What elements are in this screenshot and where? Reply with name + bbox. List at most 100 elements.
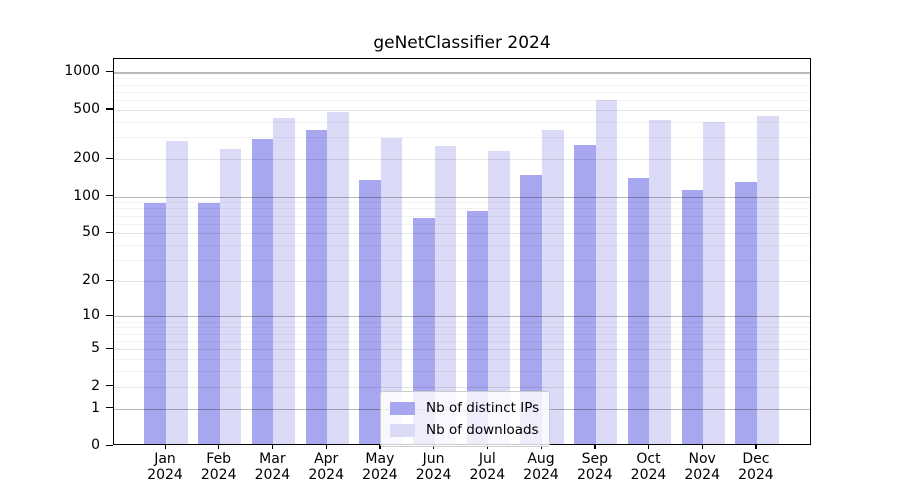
bar-distinct-ips-oct xyxy=(627,177,650,444)
y-tick-mark-2 xyxy=(106,385,113,387)
minor-gridline-7 xyxy=(114,333,810,335)
x-tick-label-line: Apr xyxy=(314,451,339,467)
x-tick-mark-mar xyxy=(271,444,274,449)
x-tick-mark-feb xyxy=(218,444,220,449)
gridline-10 xyxy=(114,316,810,318)
bar-downloads-may xyxy=(380,138,403,444)
bar-downloads-feb xyxy=(219,148,242,444)
legend-item-downloads: Nb of downloads xyxy=(390,419,539,441)
x-tick-label-line: Mar xyxy=(259,451,286,467)
bar-downloads-mar xyxy=(273,117,296,444)
minor-gridline-70 xyxy=(114,215,810,217)
x-tick-label-jan: Jan 2024 xyxy=(130,451,200,483)
y-tick-label-10: 10 xyxy=(82,307,100,324)
legend-label: Nb of distinct IPs xyxy=(426,400,540,416)
y-tick-label-20: 20 xyxy=(82,272,100,289)
x-tick-mark-jan xyxy=(164,444,166,449)
x-tick-label-line: Aug xyxy=(527,451,555,467)
minor-gridline-40 xyxy=(114,245,810,247)
minor-gridline-900 xyxy=(114,78,810,80)
minor-gridline-8 xyxy=(114,327,810,329)
x-tick-label-may: May 2024 xyxy=(345,451,415,483)
y-tick-mark-10 xyxy=(106,314,113,317)
bar-distinct-ips-mar xyxy=(251,139,274,444)
x-tick-label-nov: Nov 2024 xyxy=(667,451,737,483)
gridline-5 xyxy=(114,349,810,351)
bar-downloads-aug xyxy=(542,130,564,444)
minor-gridline-800 xyxy=(114,84,810,86)
x-tick-label-line: 2024 xyxy=(630,467,667,483)
x-tick-label-oct: Oct 2024 xyxy=(614,451,684,483)
y-tick-label-500: 500 xyxy=(73,100,100,117)
x-tick-label-line: Jan xyxy=(154,451,176,467)
minor-gridline-600 xyxy=(114,100,810,101)
y-tick-label-5: 5 xyxy=(91,340,100,357)
bar-downloads-sep xyxy=(595,99,618,444)
minor-gridline-60 xyxy=(114,223,810,225)
y-tick-mark-0 xyxy=(106,444,113,446)
x-tick-label-line: 2024 xyxy=(147,467,183,483)
y-tick-mark-1 xyxy=(106,407,113,409)
x-tick-mark-sep xyxy=(594,444,596,449)
x-tick-label-line: Oct xyxy=(636,451,661,467)
y-tick-label-200: 200 xyxy=(73,150,100,167)
x-tick-mark-oct xyxy=(648,444,650,449)
bar-distinct-ips-aug xyxy=(520,174,543,444)
x-tick-label-line: 2024 xyxy=(254,467,291,483)
y-tick-label-100: 100 xyxy=(73,187,100,204)
minor-gridline-30 xyxy=(114,260,810,262)
y-tick-mark-20 xyxy=(106,279,113,282)
gridline-1000 xyxy=(114,72,810,74)
x-tick-label-jul: Jul 2024 xyxy=(452,451,522,483)
minor-gridline-4 xyxy=(114,359,810,360)
x-tick-label-line: Feb xyxy=(206,451,232,467)
legend: Nb of distinct IPs Nb of downloads xyxy=(380,391,551,447)
x-tick-label-line: May xyxy=(365,451,395,467)
y-tick-label-1000: 1000 xyxy=(64,63,100,80)
bar-downloads-jul xyxy=(488,150,510,444)
x-tick-label-line: 2024 xyxy=(684,467,720,483)
x-tick-label-line: 2024 xyxy=(523,467,559,483)
x-tick-label-sep: Sep 2024 xyxy=(560,451,630,483)
bar-distinct-ips-nov xyxy=(681,190,704,444)
minor-gridline-80 xyxy=(114,208,810,210)
x-tick-label-jun: Jun 2024 xyxy=(399,451,469,483)
bar-distinct-ips-may xyxy=(359,179,381,444)
x-tick-label-line: Jun xyxy=(422,451,445,467)
x-tick-label-line: 2024 xyxy=(200,467,237,483)
bar-distinct-ips-sep xyxy=(574,145,596,444)
legend-label: Nb of downloads xyxy=(426,422,539,438)
gridline-200 xyxy=(114,159,810,161)
x-tick-label-line: 2024 xyxy=(415,467,452,483)
y-tick-label-50: 50 xyxy=(82,224,100,241)
minor-gridline-300 xyxy=(114,137,810,139)
gridline-100 xyxy=(114,196,810,198)
gridline-500 xyxy=(114,109,810,111)
y-tick-label-0: 0 xyxy=(91,437,100,453)
y-tick-mark-500 xyxy=(106,108,113,110)
plot-area xyxy=(113,58,811,445)
x-tick-mark-may xyxy=(379,444,381,449)
bar-downloads-oct xyxy=(649,119,672,444)
minor-gridline-9 xyxy=(114,321,810,323)
x-tick-label-dec: Dec 2024 xyxy=(721,451,791,483)
legend-item-distinct-ips: Nb of distinct IPs xyxy=(390,397,539,419)
y-tick-mark-5 xyxy=(106,347,113,349)
bar-downloads-jun xyxy=(434,146,457,444)
minor-gridline-3 xyxy=(114,371,810,372)
x-tick-label-line: 2024 xyxy=(469,467,506,483)
minor-gridline-90 xyxy=(114,202,810,204)
bar-downloads-dec xyxy=(756,116,779,444)
y-tick-mark-200 xyxy=(106,157,113,160)
x-tick-label-line: Nov xyxy=(688,451,716,467)
y-tick-label-2: 2 xyxy=(91,377,100,394)
bar-distinct-ips-dec xyxy=(735,181,757,444)
bar-downloads-apr xyxy=(327,112,349,444)
bar-distinct-ips-jul xyxy=(466,210,489,444)
gridline-50 xyxy=(114,233,810,235)
gridline-2 xyxy=(114,386,810,388)
x-tick-label-line: Jul xyxy=(478,451,496,467)
minor-gridline-400 xyxy=(114,121,810,123)
bar-distinct-ips-jan xyxy=(144,203,166,444)
